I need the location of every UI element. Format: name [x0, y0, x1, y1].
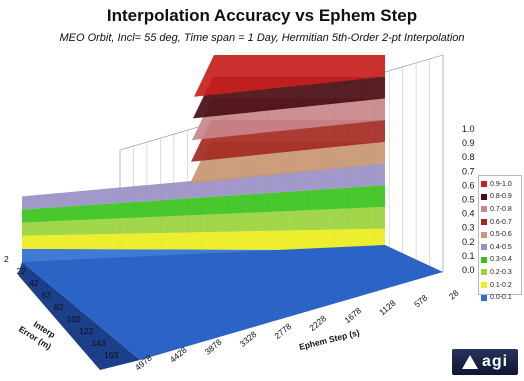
- agi-logo: agi: [452, 349, 518, 375]
- legend-swatch: [481, 231, 487, 238]
- x-tick-label: 1678: [342, 305, 363, 325]
- chart-subtitle: MEO Orbit, Incl= 55 deg, Time span = 1 D…: [59, 32, 465, 44]
- legend-swatch: [481, 244, 487, 251]
- legend-item: 0.8-0.9: [481, 191, 519, 204]
- x-tick-label: 1128: [377, 298, 398, 318]
- legend-label: 0.5-0.6: [490, 231, 512, 239]
- legend-item: 0.4-0.5: [481, 241, 519, 254]
- legend-label: 0.4-0.5: [490, 243, 512, 251]
- legend-swatch: [481, 206, 487, 213]
- legend-item: 0.5-0.6: [481, 228, 519, 241]
- legend-label: 0.7-0.8: [490, 205, 512, 213]
- z-tick-label: 0.8: [462, 152, 475, 162]
- legend-item: 0.3-0.4: [481, 254, 519, 267]
- z-tick-label: 0.4: [462, 209, 475, 219]
- z-tick-label: 0.2: [462, 237, 475, 247]
- y-tick-label: 102: [67, 314, 81, 324]
- surface-band-0.9-1.0: [194, 55, 385, 97]
- legend-swatch: [481, 181, 487, 188]
- x-tick-label: 3328: [238, 329, 259, 349]
- surface-band-0.4-0.5: [22, 163, 385, 210]
- chart-title: Interpolation Accuracy vs Ephem Step: [106, 6, 418, 25]
- legend-item: 0.2-0.3: [481, 266, 519, 279]
- y-tick-label: 62: [42, 290, 52, 300]
- legend-swatch: [481, 269, 487, 276]
- legend-item: 0.1-0.2: [481, 279, 519, 292]
- agi-logo-mark-icon: [461, 355, 478, 369]
- x-tick-label: 578: [412, 292, 430, 309]
- legend-item: 0.9-1.0: [481, 178, 519, 191]
- legend-label: 0.0-0.1: [490, 294, 512, 302]
- y-tick-label: 22: [17, 266, 27, 276]
- legend-label: 0.3-0.4: [490, 256, 512, 264]
- x-tick-label: 28: [447, 288, 461, 302]
- z-tick-label: 0.1: [462, 251, 475, 261]
- surface-band-0.3-0.4: [22, 185, 385, 223]
- y-tick-label: 42: [29, 278, 39, 288]
- legend-label: 0.1-0.2: [490, 281, 512, 289]
- surface-floor: [22, 245, 443, 360]
- legend-label: 0.2-0.3: [490, 268, 512, 276]
- z-tick-label: 0.0: [462, 265, 475, 275]
- legend-item: 0.6-0.7: [481, 216, 519, 229]
- y-tick-label: 2: [4, 254, 9, 264]
- surface-band-0.2-0.3: [22, 206, 385, 236]
- z-tick-label: 0.3: [462, 223, 475, 233]
- surface-band-0.1-0.2: [22, 228, 385, 251]
- legend-swatch: [481, 256, 487, 263]
- y-tick-label: 122: [79, 326, 93, 336]
- surface-front-edge: [18, 262, 140, 370]
- z-tick-label: 1.0: [462, 124, 475, 134]
- z-tick-label: 0.7: [462, 166, 475, 176]
- legend-swatch: [481, 219, 487, 226]
- y-tick-label: 143: [92, 338, 106, 348]
- legend: 0.9-1.0 0.8-0.9 0.7-0.8 0.6-0.7 0.5-0.6 0.4-0…: [478, 175, 522, 301]
- legend-label: 0.9-1.0: [490, 180, 512, 188]
- z-tick-label: 0.9: [462, 138, 475, 148]
- x-tick-label: 2778: [272, 321, 293, 341]
- legend-item: 0.7-0.8: [481, 203, 519, 216]
- legend-swatch: [481, 193, 487, 200]
- agi-logo-text: agi: [481, 353, 509, 370]
- legend-swatch: [481, 282, 487, 289]
- z-tick-label: 0.6: [462, 180, 475, 190]
- x-axis-label: Ephem Step (s): [298, 327, 361, 352]
- legend-label: 0.8-0.9: [490, 193, 512, 201]
- z-tick-label: 0.5: [462, 195, 475, 205]
- y-tick-label: 163: [104, 350, 118, 360]
- legend-label: 0.6-0.7: [490, 218, 512, 226]
- legend-swatch: [481, 294, 487, 301]
- y-tick-label: 82: [54, 302, 64, 312]
- legend-item: 0.0-0.1: [481, 291, 519, 304]
- x-tick-label: 2228: [307, 313, 328, 333]
